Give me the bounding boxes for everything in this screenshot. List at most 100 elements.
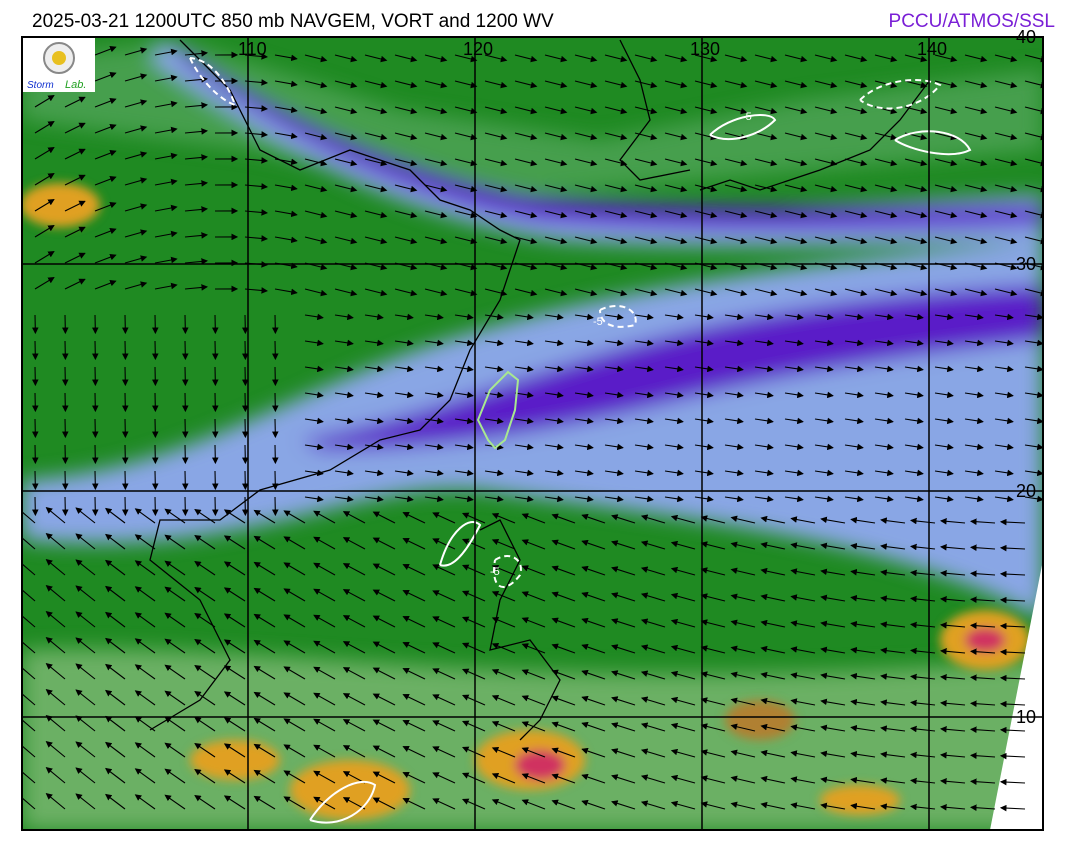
wind-arrow (700, 619, 726, 628)
wind-arrow (484, 210, 508, 219)
wind-arrow (904, 313, 924, 321)
wind-arrow (551, 565, 576, 576)
wind-arrow (372, 589, 396, 602)
wind-arrow (521, 539, 546, 550)
wind-arrow (940, 778, 966, 785)
wind-arrow (784, 184, 808, 193)
wind-arrow (134, 742, 156, 758)
wind-arrow (64, 252, 86, 264)
wind-arrow (850, 542, 876, 550)
wind-arrow (432, 616, 456, 628)
wind-arrow (760, 749, 786, 758)
wind-arrow (574, 288, 598, 297)
wind-arrow (604, 80, 628, 89)
wind-arrow (342, 641, 366, 654)
wind-arrow (34, 147, 55, 160)
wind-arrow (45, 584, 66, 602)
wind-arrow (1024, 391, 1043, 399)
wind-arrow (164, 742, 186, 758)
wind-arrow (730, 567, 756, 576)
wind-arrow (75, 715, 96, 732)
wind-arrow (334, 288, 358, 297)
wind-arrow (544, 132, 568, 141)
wind-arrow (342, 589, 366, 602)
wind-arrow (283, 692, 306, 706)
wind-arrow (760, 567, 786, 576)
wind-arrow (790, 672, 816, 680)
wind-arrow (454, 236, 478, 245)
wind-arrow (402, 616, 426, 628)
wind-arrow (364, 80, 388, 89)
wind-arrow (124, 73, 148, 82)
wind-arrow (784, 80, 808, 89)
wind-arrow (402, 512, 426, 524)
wind-arrow (724, 469, 744, 477)
wind-arrow (940, 544, 966, 551)
wind-arrow (364, 236, 388, 245)
wind-arrow (850, 724, 876, 732)
wind-arrow (910, 803, 936, 811)
wind-arrow (790, 516, 816, 524)
wind-arrow (514, 417, 534, 425)
wind-arrow (491, 564, 516, 576)
wind-arrow (491, 746, 516, 758)
wind-arrow (521, 617, 546, 628)
wind-arrow (970, 700, 996, 707)
wind-arrow (334, 339, 354, 347)
wind-arrow (694, 443, 714, 451)
wind-arrow (334, 391, 354, 399)
wind-arrow (424, 313, 444, 321)
wind-arrow (574, 132, 598, 141)
wind-arrow (342, 511, 366, 524)
wind-arrow (574, 339, 594, 347)
wind-arrow (904, 391, 924, 399)
vorticity-contours (189, 57, 972, 824)
wind-arrow (105, 715, 126, 732)
wind-arrow (1024, 495, 1043, 503)
wind-arrow (964, 106, 988, 115)
wind-arrow (999, 622, 1026, 630)
wind-arrow (814, 365, 834, 373)
wind-arrow (634, 391, 654, 399)
wind-arrow (640, 696, 666, 706)
wind-arrow (372, 537, 396, 550)
wind-arrow (154, 204, 178, 212)
wind-arrow (184, 206, 208, 213)
wind-arrow (784, 132, 808, 141)
wind-arrow (664, 365, 684, 373)
wind-arrow (754, 106, 778, 115)
wind-arrow (784, 313, 804, 321)
wind-arrow (634, 158, 658, 167)
wind-arrow (402, 668, 426, 680)
wind-arrow (574, 365, 594, 373)
wind-arrow (22, 636, 36, 654)
wind-arrow (194, 534, 216, 550)
wind-arrow (611, 774, 636, 784)
wind-arrow (790, 698, 816, 706)
wind-arrow (904, 54, 928, 63)
wind-arrow (432, 798, 456, 810)
wind-arrow (461, 746, 486, 758)
wind-arrow (874, 158, 898, 167)
wind-arrow (223, 665, 246, 680)
wind-arrow (424, 495, 444, 503)
wind-arrow (820, 620, 846, 628)
wind-arrow (253, 509, 276, 524)
wind-arrow (760, 671, 786, 680)
wind-arrow (664, 158, 688, 167)
wind-arrow (544, 236, 568, 245)
wind-arrow (64, 174, 86, 186)
wind-arrow (820, 568, 846, 576)
wind-arrow (940, 622, 966, 629)
wind-arrow (544, 80, 568, 89)
wind-arrow (253, 535, 276, 550)
wind-arrow (342, 537, 366, 550)
wind-arrow (313, 770, 336, 784)
wind-arrow (334, 365, 354, 373)
wind-arrow (124, 229, 148, 238)
wind-arrow (604, 443, 624, 451)
wind-arrow (521, 773, 546, 784)
wind-arrow (64, 278, 86, 290)
wind-arrow (64, 226, 86, 238)
wind-arrow (664, 132, 688, 141)
